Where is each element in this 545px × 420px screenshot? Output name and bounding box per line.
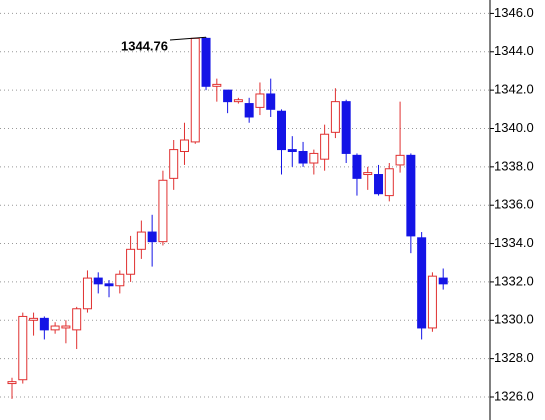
candle-body — [330, 101, 340, 133]
candle-body — [298, 151, 308, 164]
candle-body — [72, 308, 82, 331]
candle-body — [427, 275, 437, 329]
y-tick-label: 1338.0 — [494, 158, 534, 173]
candle-body — [82, 277, 92, 310]
y-tick-label: 1336.0 — [494, 197, 534, 212]
y-tick-label: 1334.0 — [494, 235, 534, 250]
candle-body — [406, 154, 416, 237]
candle-body — [201, 37, 211, 87]
candle-body — [190, 37, 200, 143]
y-tick-label: 1328.0 — [494, 350, 534, 365]
candle-body — [50, 325, 60, 331]
candle-body — [277, 110, 286, 151]
candle-body — [29, 317, 39, 321]
candle-body — [417, 237, 427, 329]
candle-body — [169, 149, 179, 179]
candle-body — [18, 315, 28, 381]
candle-body — [309, 152, 319, 164]
candle-body — [179, 139, 189, 153]
y-tick-label: 1340.0 — [494, 120, 534, 135]
annotation-line — [169, 36, 207, 41]
candle-body — [341, 101, 351, 154]
candle-body — [212, 83, 222, 87]
candle-body — [115, 273, 125, 287]
candle-body — [233, 99, 243, 103]
candle-body — [61, 325, 71, 329]
y-tick-label: 1346.0 — [494, 5, 534, 20]
candle-body — [384, 168, 394, 197]
y-tick-label: 1332.0 — [494, 273, 534, 288]
candle-body — [147, 231, 157, 243]
candle-body — [287, 149, 297, 153]
candle-body — [266, 93, 276, 110]
candle-body — [158, 179, 168, 243]
candle-body — [395, 154, 405, 166]
candle-body — [363, 172, 373, 176]
candle-body — [255, 93, 265, 108]
y-tick-label: 1330.0 — [494, 312, 534, 327]
candle-body — [223, 89, 233, 103]
annotation: 1344.76 — [121, 38, 168, 53]
candle-body — [244, 103, 254, 118]
y-tick-label: 1344.0 — [494, 43, 534, 58]
candle-body — [374, 174, 384, 195]
candle-body — [126, 248, 136, 275]
candle-body — [320, 133, 330, 160]
candle-body — [438, 277, 448, 285]
candle-body — [39, 317, 49, 331]
y-tick-label: 1326.0 — [494, 388, 534, 403]
candle-body — [7, 381, 17, 385]
candle-body — [352, 154, 362, 179]
candle-body — [93, 277, 103, 285]
y-tick-label: 1342.0 — [494, 82, 534, 97]
candle-body — [104, 283, 114, 287]
candle-body — [136, 231, 146, 250]
